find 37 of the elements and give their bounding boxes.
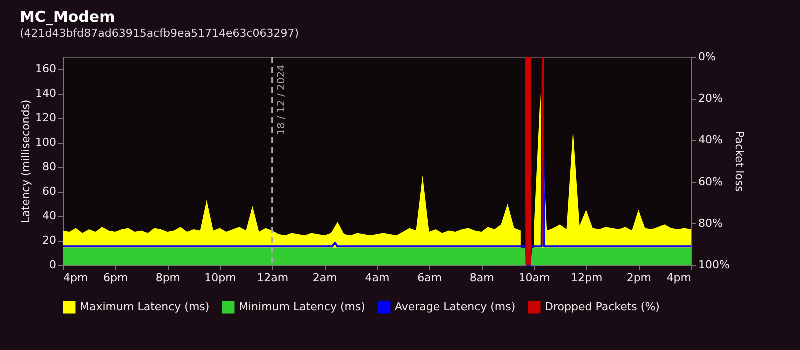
x-tick-label: 4pm [666, 272, 692, 284]
y-tick-label: 60 [42, 185, 56, 198]
y-tick-label: 80 [42, 160, 56, 174]
legend-label: Dropped Packets (%) [545, 300, 660, 314]
x-tick-label: 4pm [64, 272, 88, 284]
x-tick-label: 12am [257, 272, 289, 284]
y2-axis-title: Packet loss [732, 131, 746, 192]
y-tick-label: 120 [36, 112, 56, 125]
y-tick-label: 140 [36, 87, 56, 100]
y-tick-label: 160 [36, 62, 56, 76]
chart-title: MC_Modem [20, 8, 116, 26]
y2-tick-label: 0% [698, 50, 716, 64]
chart-subtitle: (421d43bfd87ad63915acfb9ea51714e63c063297) [20, 27, 300, 40]
x-tick-label: 6pm [103, 272, 128, 284]
x-tick-label: 10am [518, 272, 550, 284]
x-tick-label: 6am [418, 272, 442, 284]
legend-label: Minimum Latency (ms) [239, 300, 366, 314]
legend-label: Average Latency (ms) [395, 300, 516, 314]
y-axis-title: Latency (milliseconds) [20, 100, 33, 224]
y-tick-label: 40 [42, 210, 56, 223]
legend-label: Maximum Latency (ms) [80, 300, 210, 314]
y2-tick-label: 20% [698, 92, 723, 106]
y-tick-label: 0 [50, 258, 56, 272]
x-tick-label: 10pm [204, 272, 236, 284]
ref-line-label: 18 / 12 / 2024 [276, 65, 288, 136]
y-tick-label: 100 [36, 136, 56, 150]
x-tick-label: 12pm [570, 272, 603, 284]
x-tick-label: 4am [365, 272, 390, 284]
x-tick-label: 2pm [626, 272, 652, 284]
y-tick-label: 20 [42, 234, 56, 248]
y2-tick-label: 40% [698, 134, 723, 147]
x-tick-label: 8am [470, 272, 494, 284]
x-tick-label: 8pm [156, 272, 181, 284]
y2-tick-label: 100% [698, 258, 730, 272]
y2-tick-label: 60% [698, 175, 723, 188]
y2-tick-label: 80% [698, 216, 723, 230]
x-tick-label: 2am [312, 272, 338, 284]
